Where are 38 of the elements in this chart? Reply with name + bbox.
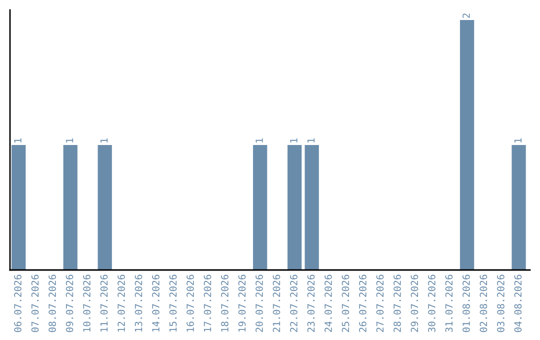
x-tick-label: 01.08.2026: [462, 274, 470, 332]
x-tick-label: 09.07.2026: [66, 274, 74, 332]
data-label: 1: [100, 138, 108, 142]
x-tick-label: 19.07.2026: [238, 274, 246, 332]
data-label: 1: [256, 138, 263, 142]
x-tick-label: 28.07.2026: [394, 274, 401, 332]
x-tick-label: 04.08.2026: [514, 274, 522, 332]
data-label: 1: [290, 138, 298, 142]
x-tick-label: 25.07.2026: [342, 274, 350, 332]
x-tick-label: 15.07.2026: [169, 274, 177, 332]
data-label: 1: [307, 138, 315, 142]
x-tick-label: 24.07.2026: [324, 274, 332, 332]
x-tick-label: 29.07.2026: [410, 274, 418, 332]
x-tick-label: 02.08.2026: [480, 274, 488, 332]
x-tick-label: 08.07.2026: [48, 274, 56, 332]
x-tick-label: 03.08.2026: [497, 274, 504, 332]
x-tick-label: 11.07.2026: [100, 274, 108, 332]
x-tick-label: 30.07.2026: [428, 274, 436, 332]
x-tick-label: 31.07.2026: [445, 274, 453, 332]
x-tick-label: 23.07.2026: [307, 274, 315, 332]
data-label: 2: [462, 14, 470, 18]
x-tick-label: 22.07.2026: [290, 274, 298, 332]
x-tick-label: 18.07.2026: [221, 274, 228, 332]
x-tick-label: 06.07.2026: [14, 274, 22, 332]
x-tick-label: 12.07.2026: [118, 274, 125, 332]
x-tick-label: 16.07.2026: [186, 274, 194, 332]
x-tick-label: 17.07.2026: [204, 274, 212, 332]
x-tick-label: 10.07.2026: [83, 274, 90, 332]
x-tick-label: 07.07.2026: [31, 274, 39, 332]
x-tick-label: 20.07.2026: [256, 274, 263, 332]
data-label: 1: [514, 138, 522, 142]
x-tick-label: 26.07.2026: [359, 274, 366, 332]
x-tick-label: 13.07.2026: [134, 274, 142, 332]
x-tick-label: 14.07.2026: [152, 274, 160, 332]
x-tick-label: 21.07.2026: [272, 274, 280, 332]
data-label: 1: [66, 138, 74, 142]
x-tick-label: 27.07.2026: [376, 274, 384, 332]
data-label: 1: [14, 138, 22, 142]
